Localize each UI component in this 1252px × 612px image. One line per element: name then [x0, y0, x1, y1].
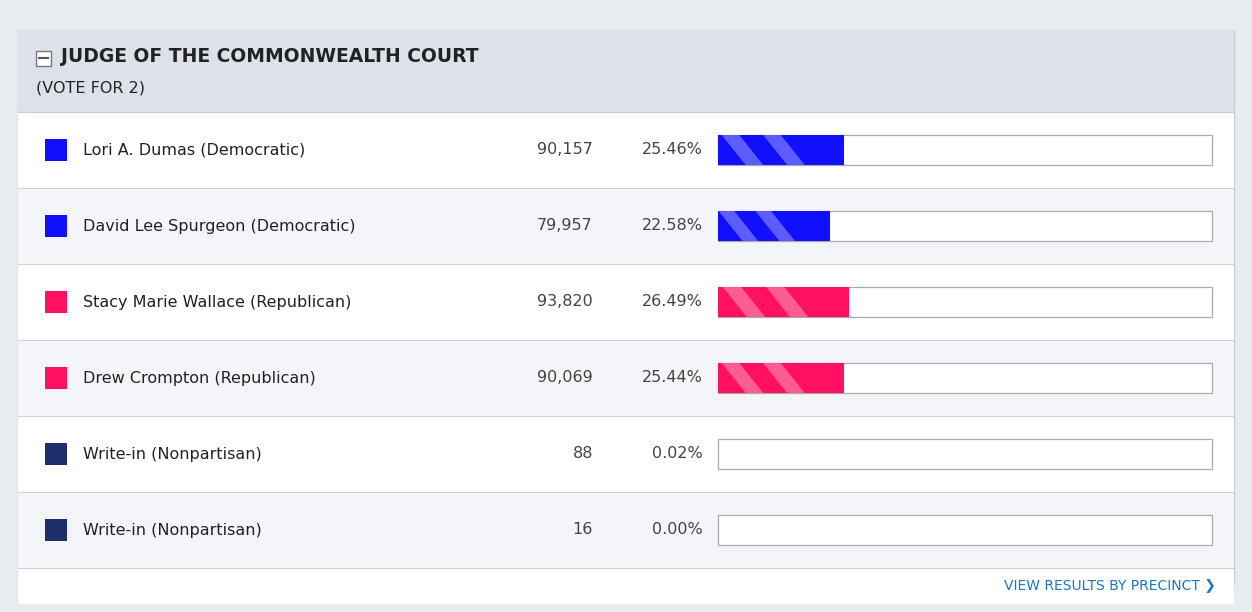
Bar	[717, 211, 1212, 241]
Bar	[18, 416, 1234, 492]
Text: 79,957: 79,957	[537, 218, 593, 234]
Bar	[18, 188, 1234, 264]
Text: Drew Crompton (Republican): Drew Crompton (Republican)	[83, 370, 316, 386]
Polygon shape	[764, 135, 805, 165]
Polygon shape	[719, 211, 759, 241]
Bar	[717, 211, 830, 241]
Polygon shape	[721, 135, 764, 165]
Bar	[18, 568, 1234, 604]
Text: 90,157: 90,157	[537, 143, 593, 157]
Bar	[45, 215, 68, 237]
Bar	[717, 287, 1212, 317]
Text: Lori A. Dumas (Democratic): Lori A. Dumas (Democratic)	[83, 143, 305, 157]
Bar	[45, 443, 68, 465]
Text: 25.46%: 25.46%	[642, 143, 704, 157]
Polygon shape	[721, 363, 764, 393]
Bar	[717, 439, 1212, 469]
Text: 0.02%: 0.02%	[652, 447, 704, 461]
Bar	[18, 30, 1234, 112]
Text: 93,820: 93,820	[537, 294, 593, 310]
Text: JUDGE OF THE COMMONWEALTH COURT: JUDGE OF THE COMMONWEALTH COURT	[61, 47, 478, 65]
Bar	[717, 515, 1212, 545]
Bar	[45, 139, 68, 161]
Polygon shape	[755, 211, 795, 241]
Bar	[717, 135, 844, 165]
Text: 90,069: 90,069	[537, 370, 593, 386]
Bar	[45, 519, 68, 541]
Bar	[717, 135, 1212, 165]
Bar	[18, 492, 1234, 568]
Text: Write-in (Nonpartisan): Write-in (Nonpartisan)	[83, 447, 262, 461]
Bar	[717, 363, 1212, 393]
Text: 16: 16	[572, 523, 593, 537]
Text: Write-in (Nonpartisan): Write-in (Nonpartisan)	[83, 523, 262, 537]
Bar	[717, 287, 849, 317]
Polygon shape	[764, 363, 805, 393]
Bar	[45, 291, 68, 313]
Text: 0.00%: 0.00%	[652, 523, 704, 537]
Text: David Lee Spurgeon (Democratic): David Lee Spurgeon (Democratic)	[83, 218, 356, 234]
Text: 22.58%: 22.58%	[642, 218, 704, 234]
Bar	[36, 51, 51, 65]
Bar	[717, 363, 844, 393]
Text: 88: 88	[572, 447, 593, 461]
Text: VIEW RESULTS BY PRECINCT ❯: VIEW RESULTS BY PRECINCT ❯	[1004, 579, 1216, 593]
Bar	[18, 112, 1234, 188]
Bar	[18, 264, 1234, 340]
Text: (VOTE FOR 2): (VOTE FOR 2)	[36, 81, 145, 95]
Text: 25.44%: 25.44%	[642, 370, 704, 386]
Text: 26.49%: 26.49%	[642, 294, 704, 310]
Text: Stacy Marie Wallace (Republican): Stacy Marie Wallace (Republican)	[83, 294, 352, 310]
Polygon shape	[766, 287, 809, 317]
Bar	[45, 367, 68, 389]
Polygon shape	[722, 287, 765, 317]
Bar	[18, 340, 1234, 416]
